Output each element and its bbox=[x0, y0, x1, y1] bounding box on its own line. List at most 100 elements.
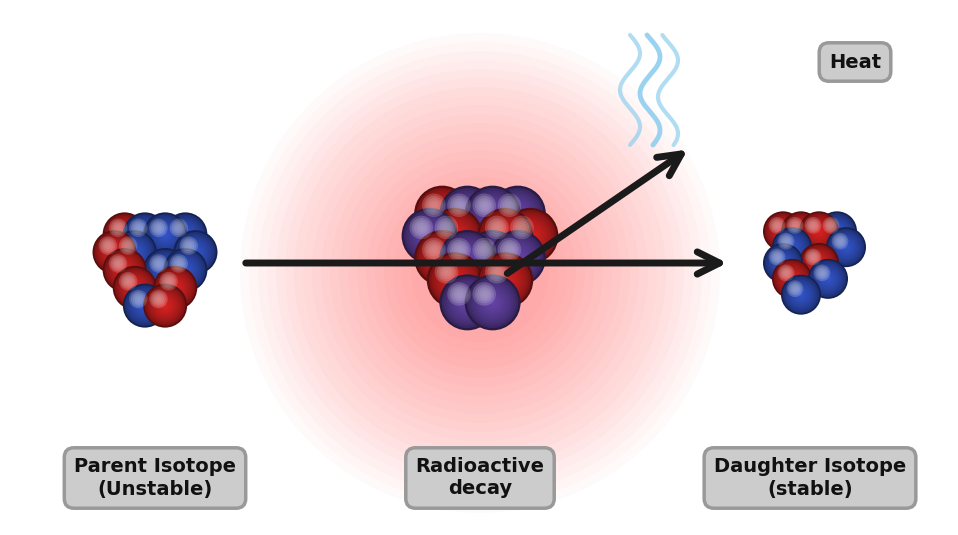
Circle shape bbox=[841, 242, 851, 252]
Circle shape bbox=[159, 271, 192, 304]
Circle shape bbox=[787, 217, 804, 234]
Circle shape bbox=[440, 265, 453, 279]
Circle shape bbox=[836, 237, 856, 257]
Circle shape bbox=[820, 271, 836, 287]
Circle shape bbox=[143, 284, 187, 327]
Circle shape bbox=[832, 233, 849, 249]
Circle shape bbox=[112, 257, 138, 283]
Circle shape bbox=[185, 242, 193, 249]
Circle shape bbox=[440, 274, 495, 330]
Circle shape bbox=[430, 202, 454, 225]
Circle shape bbox=[812, 256, 826, 270]
Circle shape bbox=[159, 272, 178, 291]
Circle shape bbox=[121, 274, 135, 288]
Circle shape bbox=[817, 230, 821, 233]
Circle shape bbox=[833, 228, 840, 235]
Circle shape bbox=[514, 219, 547, 252]
Circle shape bbox=[155, 268, 195, 308]
Circle shape bbox=[109, 254, 127, 273]
Circle shape bbox=[164, 212, 207, 256]
Circle shape bbox=[456, 291, 479, 314]
Circle shape bbox=[806, 250, 833, 277]
Circle shape bbox=[430, 246, 454, 270]
Circle shape bbox=[163, 304, 167, 308]
Circle shape bbox=[194, 250, 197, 254]
Circle shape bbox=[511, 216, 534, 239]
Circle shape bbox=[461, 295, 474, 309]
Circle shape bbox=[180, 236, 198, 255]
Circle shape bbox=[484, 215, 526, 257]
Circle shape bbox=[163, 268, 167, 272]
Circle shape bbox=[141, 231, 148, 238]
Circle shape bbox=[809, 221, 829, 241]
Circle shape bbox=[488, 209, 497, 218]
Circle shape bbox=[513, 254, 522, 263]
Circle shape bbox=[181, 238, 210, 267]
Circle shape bbox=[517, 223, 527, 232]
Circle shape bbox=[515, 220, 529, 234]
Circle shape bbox=[148, 218, 182, 251]
Circle shape bbox=[490, 220, 504, 234]
Circle shape bbox=[115, 232, 155, 272]
Circle shape bbox=[486, 295, 500, 309]
Circle shape bbox=[458, 249, 477, 268]
Circle shape bbox=[131, 220, 146, 235]
Circle shape bbox=[778, 233, 794, 249]
Circle shape bbox=[152, 257, 178, 283]
Circle shape bbox=[173, 230, 217, 274]
Circle shape bbox=[132, 293, 158, 318]
Circle shape bbox=[98, 236, 131, 269]
Circle shape bbox=[475, 240, 493, 259]
Circle shape bbox=[419, 235, 466, 281]
Circle shape bbox=[775, 231, 809, 264]
Circle shape bbox=[143, 248, 187, 292]
Circle shape bbox=[483, 249, 502, 268]
Circle shape bbox=[450, 276, 460, 285]
Circle shape bbox=[776, 225, 789, 238]
Circle shape bbox=[104, 214, 145, 255]
Circle shape bbox=[827, 277, 830, 280]
Circle shape bbox=[167, 216, 204, 253]
Circle shape bbox=[810, 223, 828, 240]
Circle shape bbox=[106, 216, 143, 253]
Circle shape bbox=[445, 190, 490, 237]
Circle shape bbox=[168, 280, 183, 295]
Circle shape bbox=[807, 250, 820, 264]
Circle shape bbox=[446, 193, 489, 235]
Circle shape bbox=[447, 229, 462, 243]
Circle shape bbox=[437, 262, 456, 281]
Circle shape bbox=[423, 195, 461, 232]
Circle shape bbox=[774, 229, 810, 265]
Circle shape bbox=[456, 202, 479, 225]
Circle shape bbox=[172, 257, 198, 283]
Circle shape bbox=[105, 243, 124, 262]
Circle shape bbox=[125, 278, 132, 285]
Circle shape bbox=[190, 247, 201, 258]
Circle shape bbox=[790, 220, 800, 231]
Circle shape bbox=[166, 279, 184, 297]
Circle shape bbox=[117, 227, 132, 242]
Circle shape bbox=[469, 235, 516, 281]
Circle shape bbox=[779, 266, 792, 280]
Circle shape bbox=[475, 196, 493, 215]
Circle shape bbox=[808, 259, 848, 299]
Circle shape bbox=[792, 286, 810, 303]
Circle shape bbox=[477, 198, 491, 212]
Circle shape bbox=[506, 202, 530, 225]
Circle shape bbox=[170, 282, 181, 293]
Circle shape bbox=[103, 248, 147, 292]
Circle shape bbox=[808, 251, 831, 274]
Circle shape bbox=[152, 293, 178, 318]
Text: Heat: Heat bbox=[829, 52, 881, 72]
Circle shape bbox=[790, 277, 793, 280]
Circle shape bbox=[445, 235, 490, 281]
Circle shape bbox=[442, 188, 493, 239]
Circle shape bbox=[169, 218, 202, 251]
Circle shape bbox=[158, 263, 172, 277]
Circle shape bbox=[819, 270, 826, 276]
Circle shape bbox=[497, 238, 521, 262]
Circle shape bbox=[413, 219, 445, 252]
Circle shape bbox=[516, 222, 544, 250]
Circle shape bbox=[474, 239, 512, 277]
Circle shape bbox=[129, 218, 148, 237]
